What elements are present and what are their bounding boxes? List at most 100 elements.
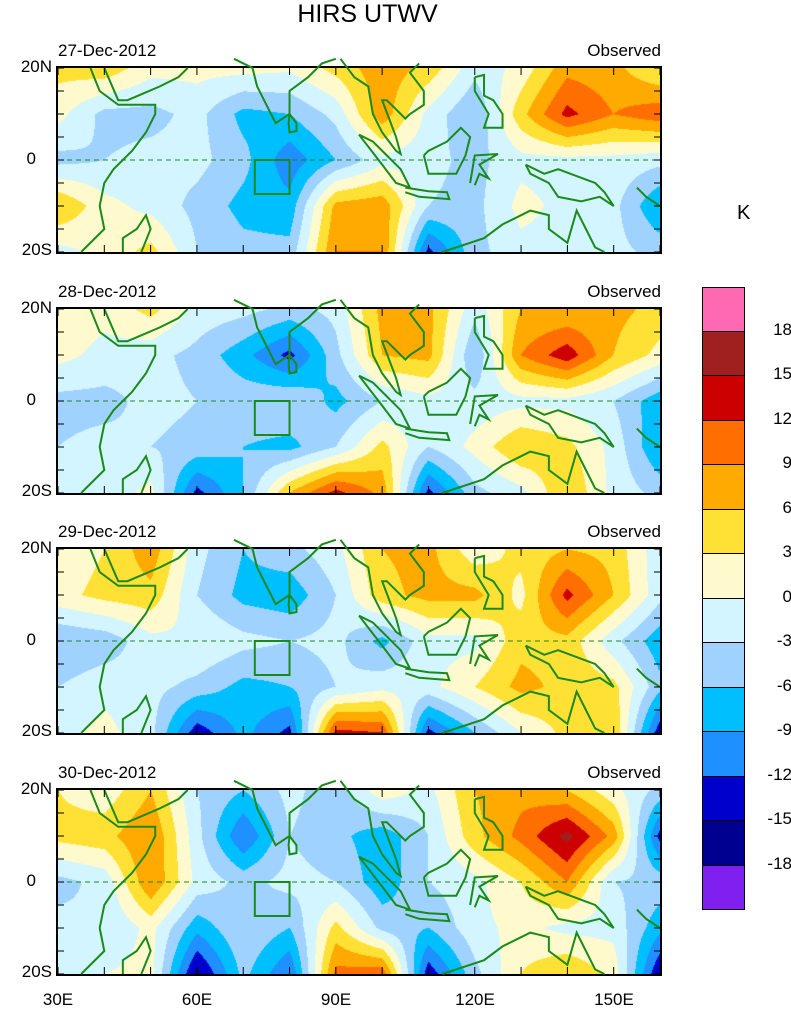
coastline <box>233 298 337 366</box>
coastline <box>103 789 189 824</box>
coastline <box>358 855 412 912</box>
panel-label: Observed <box>587 763 661 782</box>
colorbar-label: -3 <box>776 631 791 650</box>
panel-label: Observed <box>587 41 661 60</box>
panel-label: Observed <box>587 522 661 541</box>
coastline <box>442 207 605 253</box>
x-tick-label: 150E <box>594 990 634 1009</box>
coastline <box>473 314 504 370</box>
y-tick-label: 20S <box>21 721 52 740</box>
overlay <box>57 779 661 975</box>
coastline <box>339 299 425 398</box>
colorbar-label: -12 <box>767 764 791 784</box>
y-tick-label: 20S <box>21 962 52 981</box>
coastline <box>80 548 157 734</box>
coastline <box>442 448 605 494</box>
overlay <box>57 298 661 494</box>
panel-date: 27-Dec-2012 <box>58 41 157 60</box>
colorbar-unit: K <box>737 202 751 224</box>
coastline <box>636 427 661 448</box>
coastline <box>358 133 412 190</box>
y-tick-label: 20S <box>21 481 52 500</box>
map-panel <box>56 57 662 254</box>
coastline <box>287 354 298 375</box>
coastline <box>121 934 152 975</box>
region-box <box>253 400 291 437</box>
panel-date: 30-Dec-2012 <box>58 763 157 782</box>
coastline <box>473 554 504 610</box>
coastline <box>103 308 189 343</box>
colorbar-box <box>702 376 745 421</box>
y-tick-label: 20S <box>21 240 52 259</box>
coastline <box>404 908 451 923</box>
coastline <box>473 795 504 851</box>
colorbar-box <box>702 643 745 688</box>
coastline <box>442 929 605 975</box>
colorbar-box <box>702 465 745 510</box>
map-panel <box>56 779 662 976</box>
colorbar-label: 18 <box>773 319 791 339</box>
coastline <box>358 614 412 671</box>
coastline <box>339 539 425 638</box>
coastline <box>422 367 472 416</box>
colorbar-box <box>702 821 745 866</box>
colorbar-label: 15 <box>773 364 791 383</box>
panel-date: 29-Dec-2012 <box>58 522 157 541</box>
x-tick-label: 120E <box>455 990 495 1009</box>
x-tick-label: 60E <box>181 990 213 1009</box>
coastline <box>404 186 451 201</box>
coastline <box>80 67 157 253</box>
region-box <box>253 881 291 918</box>
coastline <box>121 453 152 494</box>
coastline <box>80 308 157 494</box>
colorbar-box <box>702 776 745 821</box>
coastline <box>636 186 661 207</box>
coastline <box>339 58 425 157</box>
coastline <box>121 693 152 734</box>
colorbar-label: 0 <box>782 586 791 606</box>
y-tick-label: 0 <box>26 390 36 409</box>
coastline <box>103 548 189 583</box>
x-tick-label: 30E <box>42 990 74 1009</box>
colorbar-label: 6 <box>782 497 791 517</box>
y-tick-label: 20N <box>20 57 52 76</box>
coastline <box>636 667 661 688</box>
coastline <box>121 212 152 253</box>
panel-date: 28-Dec-2012 <box>58 282 157 301</box>
coastline <box>233 538 337 606</box>
coastline <box>233 779 337 847</box>
colorbar-box <box>702 732 745 777</box>
coastline <box>287 835 298 856</box>
coastline <box>233 57 337 125</box>
colorbar-box <box>702 598 745 643</box>
coastline <box>636 908 661 929</box>
coastline <box>358 374 412 431</box>
y-tick-label: 20N <box>20 298 52 317</box>
overlay <box>57 538 661 734</box>
region-box <box>253 159 291 196</box>
coastline <box>422 126 472 175</box>
coastline <box>422 607 472 656</box>
colorbar-label: 3 <box>782 542 791 561</box>
coastline <box>339 780 425 879</box>
colorbar-box <box>702 865 745 910</box>
colorbar-label: 12 <box>773 408 791 428</box>
coastline <box>404 427 451 442</box>
coastline <box>442 688 605 734</box>
y-tick-label: 20N <box>20 538 52 557</box>
map-panel <box>56 298 662 495</box>
colorbar-box <box>702 331 745 376</box>
coastline <box>287 594 298 615</box>
coastline <box>524 404 615 448</box>
y-tick-label: 0 <box>26 149 36 168</box>
figure-title: HIRS UTWV <box>297 0 438 28</box>
coastline <box>469 634 499 667</box>
coastline <box>524 163 615 207</box>
coastline <box>473 73 504 129</box>
coastline <box>524 644 615 688</box>
colorbar-label: -9 <box>776 720 791 739</box>
coastline <box>404 667 451 682</box>
map-panel <box>56 538 662 735</box>
colorbar-box <box>702 687 745 732</box>
colorbar-box <box>702 420 745 465</box>
